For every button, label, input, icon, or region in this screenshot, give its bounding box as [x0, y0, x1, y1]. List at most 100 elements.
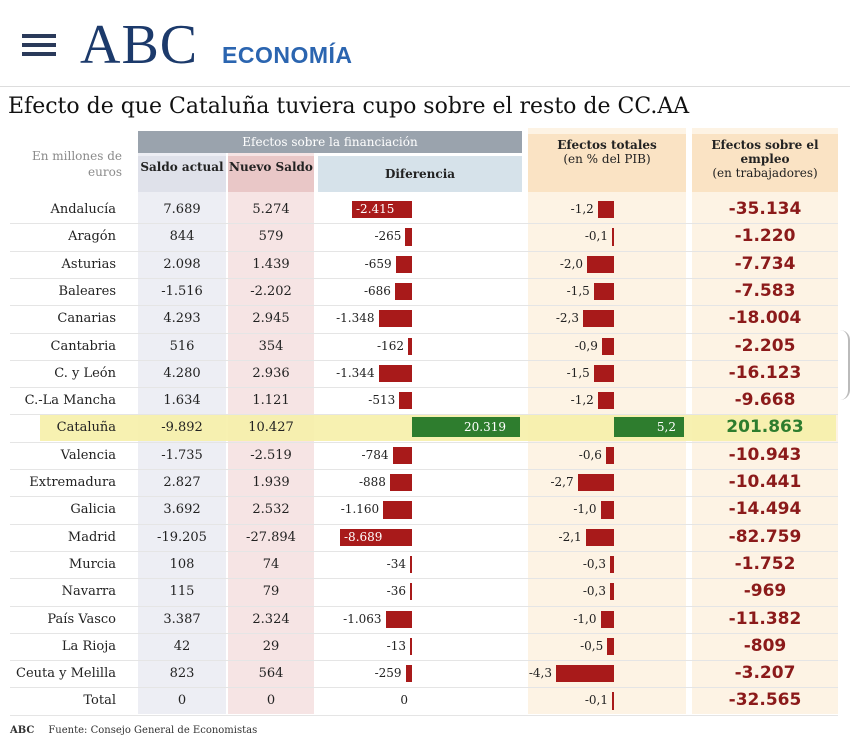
row-separator: [10, 605, 838, 607]
pib-value: -1,5: [566, 365, 590, 380]
efectos-totales-header: Efectos totales (en % del PIB): [528, 134, 686, 192]
pib-bar: [614, 417, 684, 437]
row-separator: [10, 714, 838, 716]
empleo-value: -32.565: [728, 690, 802, 711]
diferencia-value: -1.160: [340, 502, 380, 517]
saldo-actual-value: 108: [169, 556, 195, 572]
efectos-totales-sub: (en % del PIB): [563, 152, 651, 166]
saldo-actual-value: 823: [169, 666, 195, 682]
nuevo-saldo-value: 0: [266, 693, 276, 709]
diferencia-value: 0: [400, 693, 408, 708]
diferencia-value: 20.319: [464, 420, 506, 435]
pib-value: -1,0: [573, 611, 597, 626]
header-divider: [0, 86, 850, 87]
region-label: Galicia: [70, 502, 116, 518]
pib-value: -1,5: [566, 283, 590, 298]
diferencia-bar: [399, 392, 412, 410]
nuevo-saldo-value: 5.274: [252, 202, 290, 217]
region-label: La Rioja: [61, 638, 116, 654]
region-label: Ceuta y Melilla: [16, 666, 116, 682]
efectos-empleo-title: Efectos sobre el empleo: [711, 138, 819, 166]
nuevo-saldo-value: 1.939: [252, 475, 290, 490]
source-text: Fuente: Consejo General de Economistas: [48, 725, 258, 736]
row-separator: [10, 414, 838, 416]
saldo-actual-value: 1.634: [163, 393, 201, 409]
pib-value: -1,0: [573, 502, 597, 517]
region-label: C.-La Mancha: [24, 393, 116, 409]
empleo-value: -10.943: [728, 444, 802, 465]
diferencia-bar: [378, 364, 412, 383]
diferencia-value: -13: [386, 638, 406, 653]
saldo-actual-value: 115: [169, 584, 195, 600]
pib-value: -2,7: [550, 475, 574, 489]
scroll-handle[interactable]: [838, 330, 850, 400]
diferencia-bar: [405, 665, 412, 683]
diferencia-value: -8.689: [344, 529, 383, 544]
empleo-value: -3.207: [734, 663, 796, 684]
pib-bar: [612, 692, 614, 710]
saldo-actual-value: 0: [177, 693, 187, 709]
efectos-empleo-header: Efectos sobre el empleo (en trabajadores…: [692, 134, 838, 192]
empleo-value: -82.759: [728, 526, 802, 547]
efectos-totales-title: Efectos totales: [557, 138, 657, 152]
diferencia-bar: [383, 501, 412, 519]
diferencia-bar: [412, 417, 520, 437]
row-separator: [10, 469, 838, 470]
saldo-actual-value: -19.205: [157, 529, 207, 545]
empleo-value: -969: [743, 581, 787, 602]
nuevo-saldo-value: -2.519: [250, 447, 292, 463]
abc-logo[interactable]: ABC: [80, 14, 199, 76]
pib-value: -0,6: [578, 447, 602, 462]
nuevo-saldo-value: 10.427: [248, 420, 294, 436]
nuevo-saldo-value: 354: [258, 338, 284, 354]
region-label: Murcia: [68, 556, 116, 572]
region-label: Cataluña: [56, 420, 116, 436]
nuevo-saldo-value: 2.324: [252, 611, 290, 627]
region-label: C. y León: [54, 365, 116, 381]
pib-bar: [593, 282, 614, 301]
empleo-value: -809: [743, 635, 787, 656]
saldo-actual-value: 4.280: [163, 365, 201, 381]
pib-bar: [597, 201, 614, 219]
pib-value: -0,9: [574, 338, 598, 353]
pib-value: -0,3: [582, 556, 606, 571]
pib-value: -2,1: [558, 529, 582, 544]
saldo-actual-value: 3.692: [163, 502, 201, 518]
source-note: ABC Fuente: Consejo General de Economista…: [10, 725, 257, 736]
row-separator: [10, 387, 838, 389]
empleo-value: -18.004: [728, 308, 802, 329]
pib-bar: [607, 637, 614, 656]
pib-bar: [585, 528, 614, 546]
pib-bar: [609, 555, 614, 574]
row-separator: [10, 523, 838, 525]
region-label: Navarra: [61, 584, 116, 600]
hamburger-menu-icon[interactable]: [22, 34, 56, 56]
pib-bar: [609, 583, 614, 601]
empleo-value: -9.668: [734, 390, 796, 411]
pib-bar: [582, 310, 614, 328]
saldo-actual-value: 42: [173, 638, 191, 654]
diferencia-value: -686: [363, 283, 391, 298]
diferencia-bar: [352, 201, 412, 219]
diferencia-bar: [389, 474, 412, 492]
empleo-value: 201.863: [726, 417, 804, 438]
diferencia-value: -2.415: [356, 202, 395, 216]
diferencia-value: -659: [364, 256, 392, 271]
empleo-value: -11.382: [728, 608, 802, 629]
diferencia-value: -784: [361, 447, 389, 462]
section-label[interactable]: ECONOMÍA: [222, 42, 353, 68]
diferencia-bar: [410, 583, 412, 601]
nuevo-saldo-value: 2.945: [252, 311, 290, 327]
pib-bar: [587, 255, 614, 273]
saldo-actual-header: Saldo actual: [138, 156, 226, 192]
row-separator: [10, 632, 838, 634]
diferencia-value: -1.348: [336, 311, 375, 326]
empleo-value: -7.734: [734, 253, 796, 274]
diferencia-bar: [394, 282, 412, 301]
nuevo-saldo-value: 564: [258, 666, 284, 682]
pib-bar: [593, 364, 614, 383]
diferencia-bar: [410, 637, 412, 656]
saldo-actual-value: 2.098: [163, 256, 201, 272]
saldo-actual-value: 844: [169, 229, 195, 245]
saldo-actual-value: -1.516: [161, 283, 203, 299]
